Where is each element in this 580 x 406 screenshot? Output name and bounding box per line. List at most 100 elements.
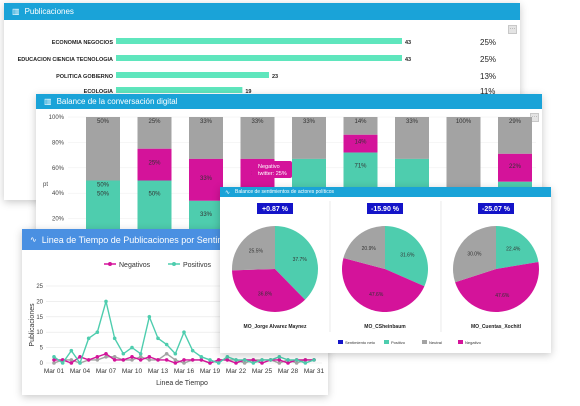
negative-series-point: [190, 358, 195, 362]
negative-series-point: [260, 361, 264, 365]
balance-header: ▥ Balance de la conversación digital: [36, 94, 542, 109]
negative-segment: [343, 134, 378, 153]
x-tick-label: Mar 22: [226, 368, 247, 375]
percentage-label: 11%: [480, 87, 495, 96]
neutral-series-point: [104, 355, 108, 359]
category-label: POLITICA GOBIERNO: [56, 74, 114, 80]
legend-marker: [108, 262, 112, 266]
actors-title: Balance de sentimientos de actores polít…: [235, 189, 334, 195]
positive-series-point: [173, 351, 178, 356]
bar-value-label: 43: [405, 57, 411, 63]
category-label: EDUCACION CIENCIA TECNOLOGIA: [18, 57, 113, 63]
positive-series-point: [182, 330, 186, 334]
neutral-segment: [86, 117, 120, 181]
data-label: 100%: [456, 119, 472, 125]
positive-series-point: [286, 358, 290, 362]
net-badge-label: -15.90 %: [371, 206, 400, 213]
legend-label: Positivo: [391, 340, 406, 345]
positive-series-point: [95, 330, 100, 334]
x-tick-label: Mar 04: [70, 368, 91, 375]
data-label: 33%: [200, 176, 213, 182]
positive-series-point: [112, 336, 117, 341]
positive-series-point: [138, 351, 143, 356]
y-tick-label: 60%: [52, 166, 65, 172]
data-label: 33%: [406, 119, 419, 125]
negative-series-point: [69, 361, 74, 365]
actor-name: MO_Jorge Alvarez Maynez: [244, 324, 307, 330]
neutral-series-point: [130, 358, 134, 362]
positive-slice: [385, 226, 428, 287]
data-label: 50%: [97, 192, 110, 198]
slice-label: 25.5%: [249, 248, 264, 254]
positive-series-point: [225, 355, 230, 359]
negative-series-point: [104, 351, 108, 356]
line-chart-icon: ∿: [225, 189, 231, 196]
neutral-slice: [343, 226, 385, 269]
slice-label: 30.0%: [467, 251, 482, 257]
negative-series-point: [234, 361, 238, 365]
y-tick-label: 15: [36, 315, 43, 321]
legend-swatch: [458, 340, 463, 344]
neutral-series-point: [173, 358, 178, 362]
positive-series-point: [104, 299, 108, 304]
y-tick-label: 0: [40, 361, 44, 367]
neutral-segment: [240, 117, 275, 159]
slice-label: 37.7%: [293, 257, 308, 263]
negative-series-point: [78, 355, 82, 359]
negative-series-point: [216, 358, 221, 362]
data-label: 29%: [509, 119, 522, 125]
publicaciones-chart: ECONOMIA NEGOCIOS 43 25% EDUCACION CIENCIA …: [18, 38, 496, 96]
actor-name: MO_CSheinbaum: [364, 324, 406, 330]
axis-label: pt: [43, 182, 48, 188]
negative-series-point: [138, 358, 143, 362]
neutral-segment: [292, 117, 326, 159]
percentage-label: 13%: [480, 72, 496, 81]
actors-chart: +0.87 % 37.7% 36.8% 25.5% MO_Jorge Alvarez M…: [232, 201, 539, 345]
neutral-segment: [395, 117, 429, 159]
negative-series-point: [208, 361, 212, 365]
negative-segment: [498, 153, 532, 182]
x-tick-label: Mar 19: [200, 368, 221, 375]
tooltip-value: twitter: 25%: [258, 171, 287, 177]
neutral-series-point: [69, 358, 74, 362]
bar: [116, 72, 269, 78]
legend-swatch: [422, 340, 427, 344]
data-label: 25%: [148, 119, 161, 125]
neutral-segment: [137, 117, 172, 149]
net-badge-label: -25.07 %: [482, 206, 511, 213]
x-axis-title: Linea de Tiempo: [156, 380, 208, 387]
negative-series-point: [130, 355, 134, 359]
positive-series-point: [234, 358, 238, 362]
data-label: 25%: [148, 161, 161, 167]
net-badge: [367, 203, 403, 214]
x-tick-label: Mar 01: [44, 368, 65, 375]
neutral-slice: [232, 226, 275, 271]
positive-series-point: [78, 361, 82, 365]
actors-header: ∿ Balance de sentimientos de actores pol…: [220, 187, 551, 197]
negative-series-point: [52, 358, 56, 362]
data-label: 50%: [97, 183, 110, 189]
slice-label: 47.6%: [495, 293, 510, 299]
bar-value-label: 43: [405, 40, 411, 46]
timeline-title: Linea de Tiempo de Publicaciones por Sen…: [41, 234, 245, 245]
tooltip-box: [252, 161, 292, 178]
net-badge: [478, 203, 514, 214]
x-tick-label: Mar 31: [304, 368, 325, 375]
negative-segment: [137, 148, 172, 181]
neutral-series-point: [112, 355, 117, 359]
neutral-series-point: [52, 361, 56, 365]
y-tick-label: 40%: [52, 191, 65, 197]
x-tick-label: Mar 13: [148, 368, 169, 375]
neutral-series-point: [138, 355, 143, 359]
neutral-series-point: [294, 361, 299, 365]
negative-series-point: [164, 358, 169, 362]
y-tick-label: 10: [36, 330, 43, 336]
options-button[interactable]: ···: [508, 25, 517, 34]
positive-series-point: [251, 361, 256, 365]
positive-series-point: [260, 358, 264, 362]
data-label: 33%: [251, 119, 264, 125]
bar: [116, 38, 402, 44]
legend-label: Negativos: [119, 262, 151, 269]
positive-series-point: [121, 351, 126, 356]
actor-name: MO_Cuentas_Xochitl: [471, 324, 522, 330]
